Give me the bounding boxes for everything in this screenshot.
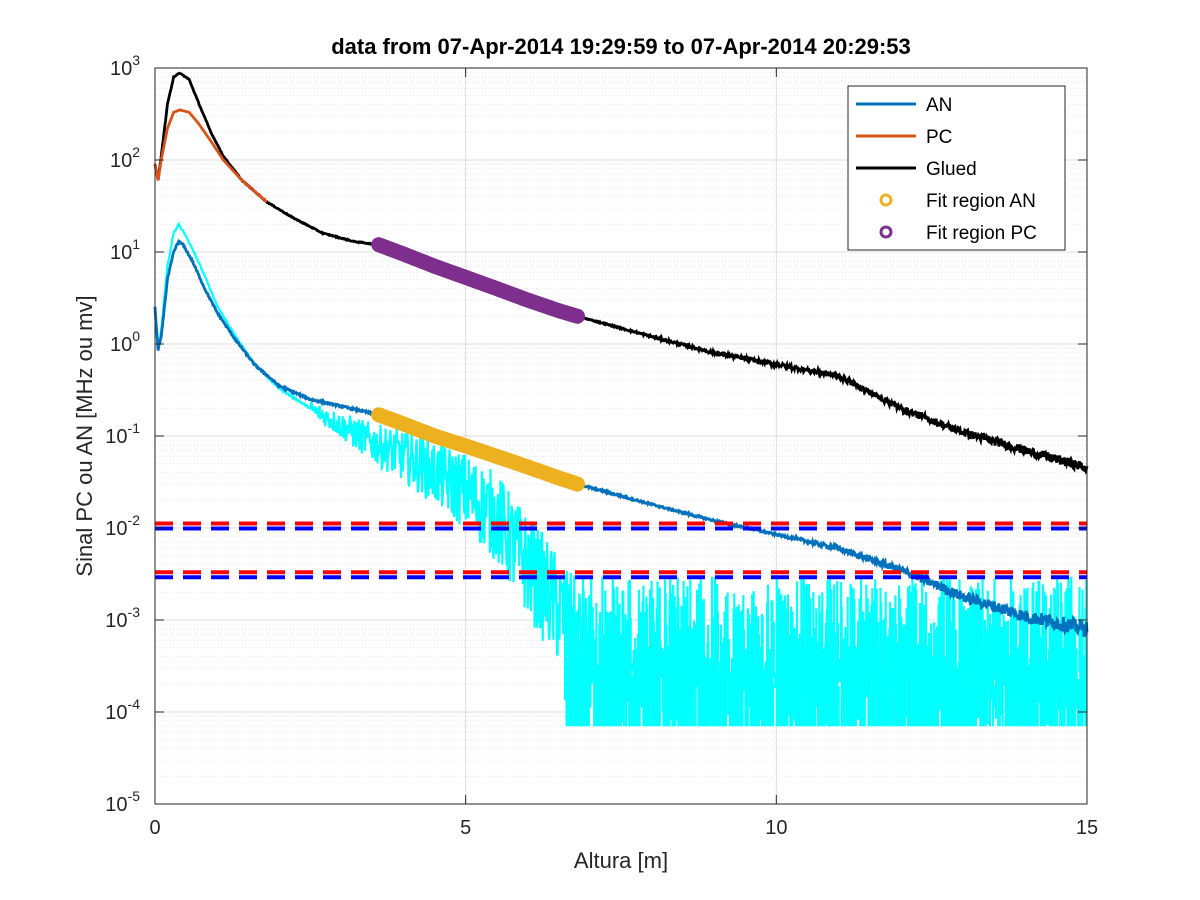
series-line-an: [153, 238, 1089, 637]
x-tick-label: 15: [1076, 817, 1098, 839]
y-tick-label: 10-3: [105, 604, 140, 632]
legend-entry-label: Glued: [926, 159, 977, 180]
grid-lines: [154, 67, 1088, 805]
y-tick-label: 100: [110, 328, 140, 356]
axis-ticks: 0 5 10 15 10-5 10-4 10-3 10-2 10-1 100 101 102 103: [105, 52, 1098, 839]
legend-entry-label: PC: [926, 127, 952, 148]
legend-marker: [879, 193, 893, 207]
y-tick-label: 10-5: [105, 788, 140, 816]
y-tick-label: 10-4: [105, 696, 140, 724]
noise-floor-band: [564, 576, 1088, 727]
fit-region-pc-markers: [371, 237, 585, 324]
legend-entry-label: Fit region AN: [926, 191, 1036, 212]
y-axis-label: Sinal PC ou AN [MHz ou mv]: [72, 295, 97, 576]
x-tick-label: 0: [149, 817, 160, 839]
series-line-glued: [153, 71, 1089, 475]
x-axis-label: Altura [m]: [574, 848, 668, 873]
legend-entry-label: AN: [926, 95, 952, 116]
y-tick-label: 10-2: [105, 512, 140, 540]
x-tick-label: 10: [765, 817, 787, 839]
legend-entry-label: Fit region PC: [926, 223, 1037, 244]
chart-title: data from 07-Apr-2014 19:29:59 to 07-Apr…: [331, 34, 911, 59]
y-tick-label: 10-1: [105, 420, 140, 448]
x-tick-label: 5: [460, 817, 471, 839]
y-tick-label: 102: [110, 144, 140, 172]
legend-marker: [879, 225, 893, 239]
y-tick-label: 101: [110, 236, 140, 264]
y-tick-label: 103: [110, 52, 140, 80]
legend: AN PC Glued Fit region AN Fit region PC: [847, 85, 1066, 251]
series-line-pc: [153, 108, 268, 203]
data-series: [153, 71, 1089, 727]
series-line-cyan: [153, 221, 591, 683]
fit-region-an-markers: [371, 407, 585, 492]
